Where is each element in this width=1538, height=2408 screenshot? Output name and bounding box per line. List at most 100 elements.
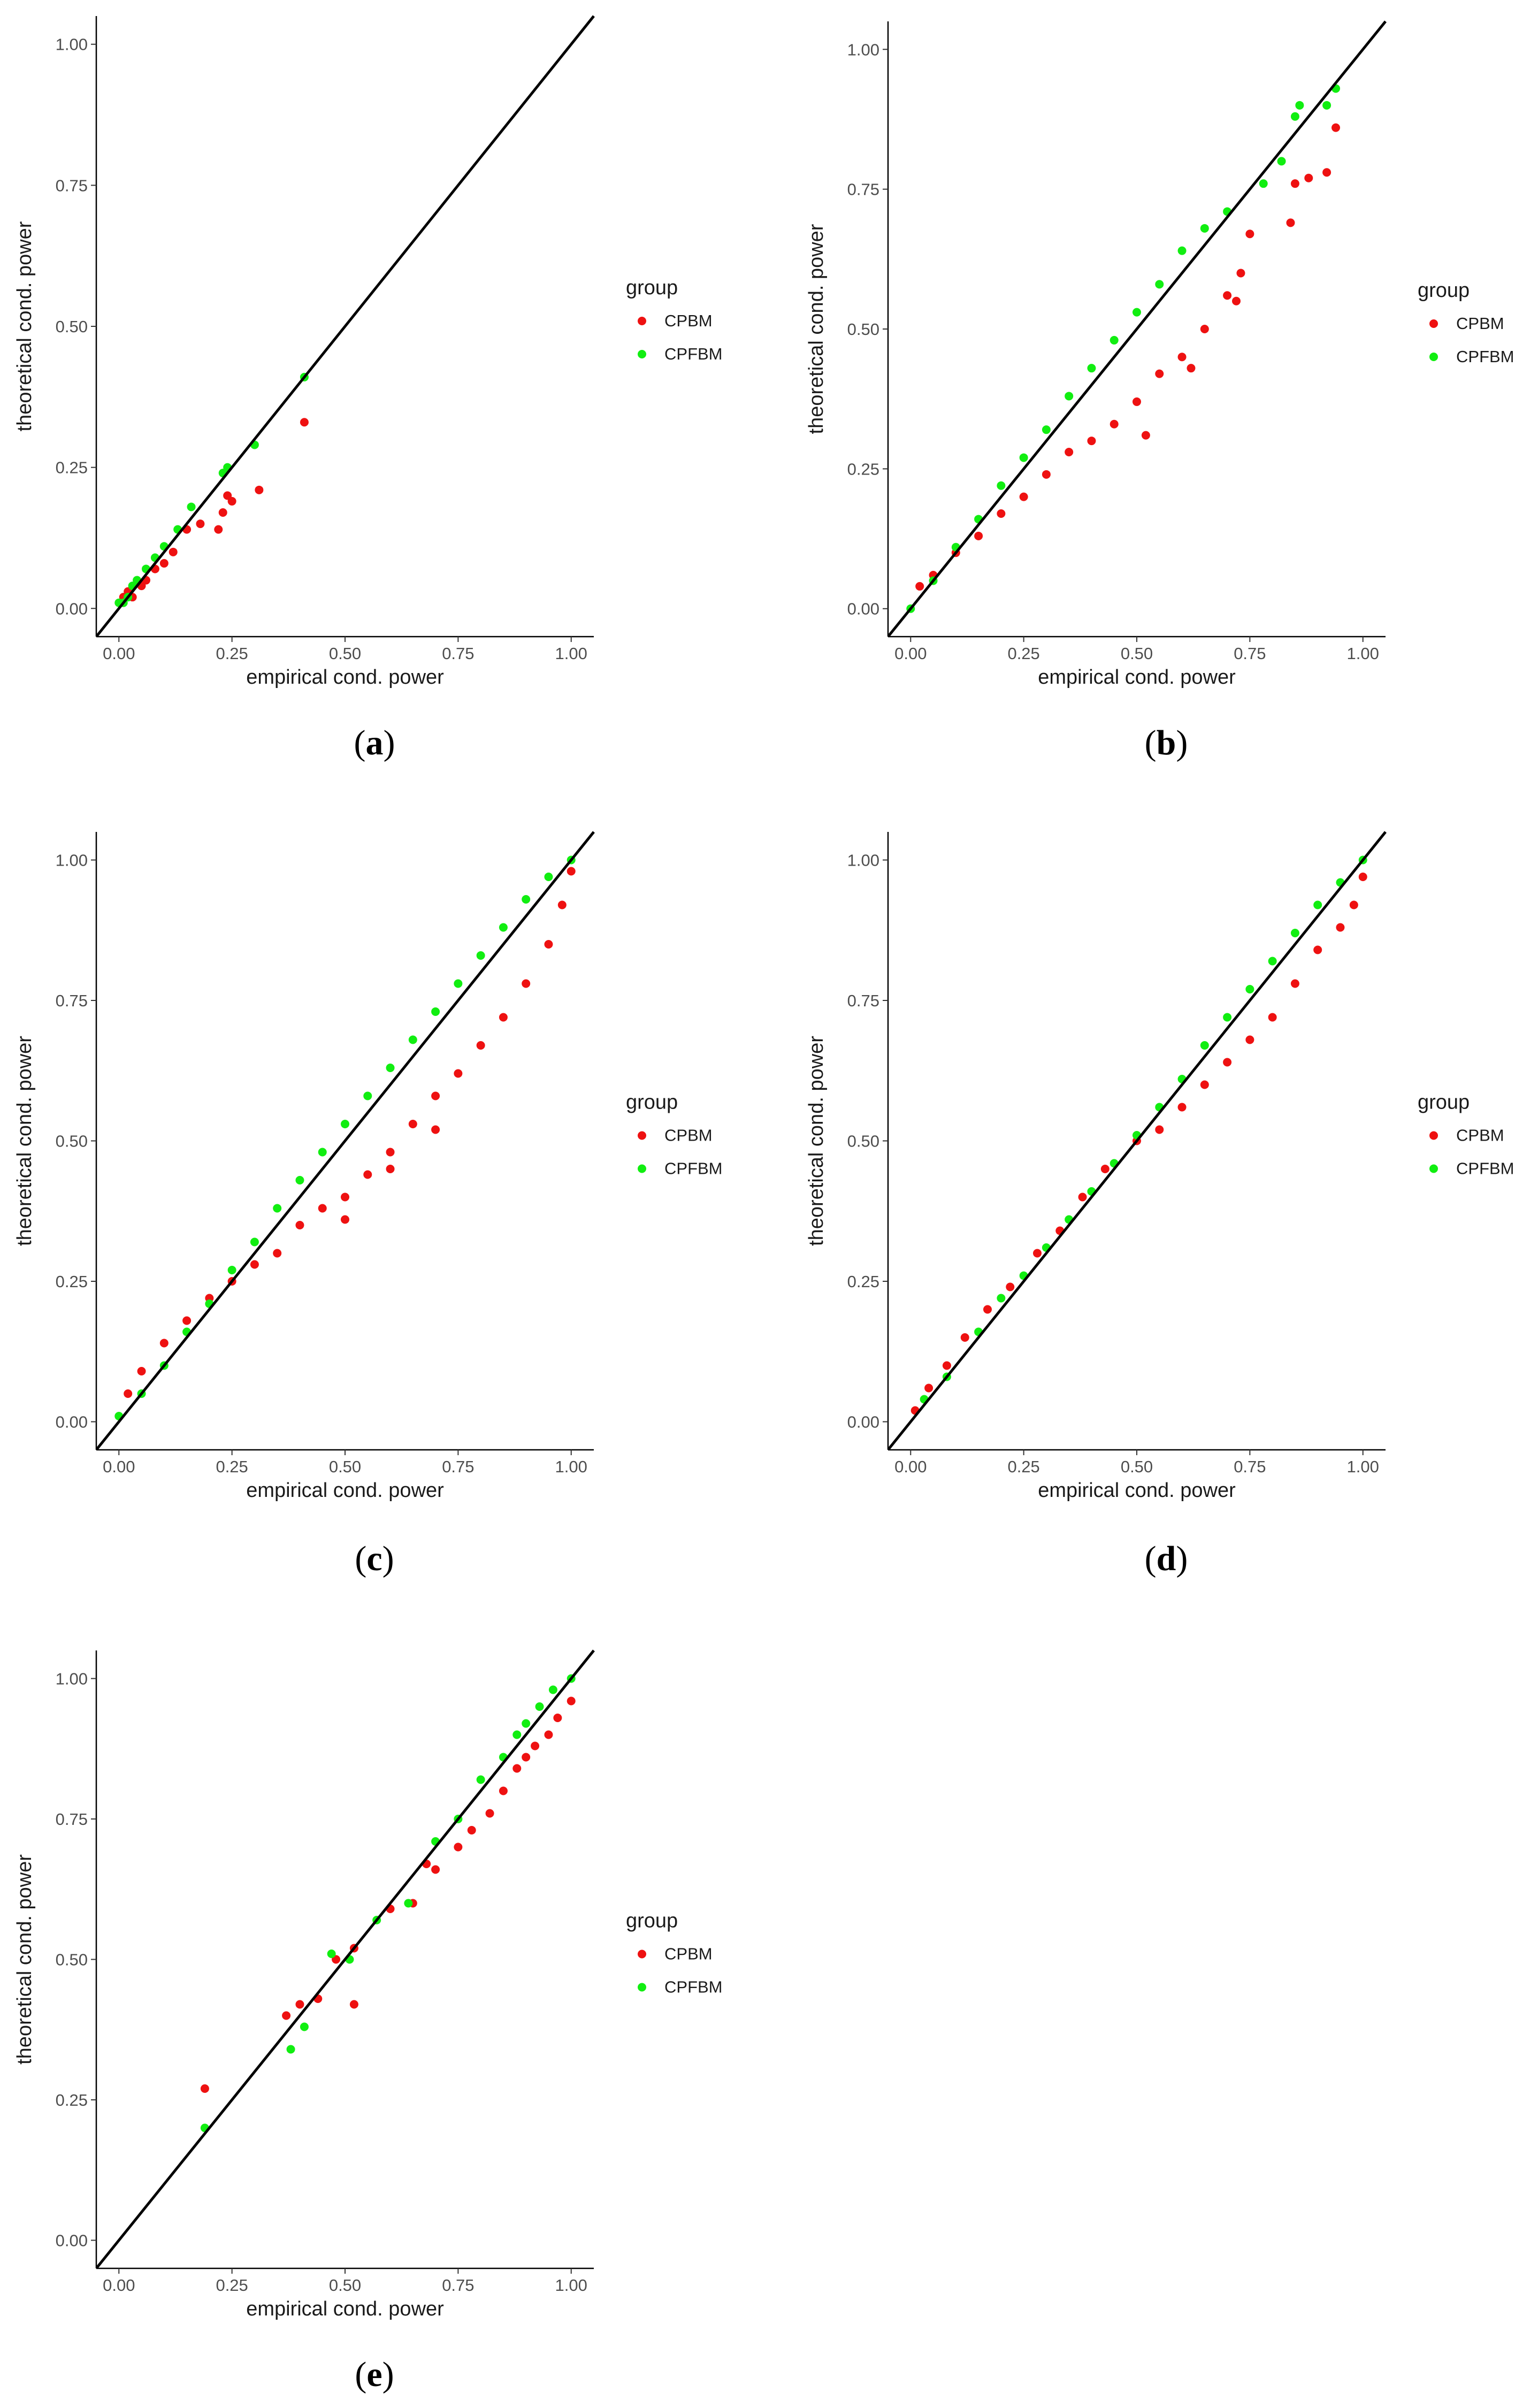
point-cpbm bbox=[942, 1361, 951, 1370]
legend-title: group bbox=[1418, 279, 1470, 302]
point-cpbm bbox=[363, 1170, 372, 1179]
point-cpbm bbox=[1349, 900, 1358, 909]
point-cpbm bbox=[454, 1843, 463, 1852]
point-cpfbm bbox=[522, 895, 531, 904]
y-tick-label: 1.00 bbox=[56, 1670, 88, 1688]
point-cpfbm bbox=[1133, 308, 1141, 317]
point-cpfbm bbox=[1245, 985, 1254, 993]
point-cpbm bbox=[522, 1753, 531, 1762]
point-cpbm bbox=[1109, 419, 1119, 429]
caption-open-paren: ( bbox=[355, 2355, 366, 2394]
point-cpbm bbox=[544, 1730, 553, 1739]
point-cpbm bbox=[1155, 369, 1164, 378]
point-cpbm bbox=[1290, 179, 1299, 188]
x-tick-label: 0.00 bbox=[894, 1457, 927, 1476]
legend-key-cpfbm bbox=[1429, 1164, 1438, 1173]
point-cpfbm bbox=[318, 1148, 327, 1157]
x-tick-label: 0.00 bbox=[894, 644, 927, 663]
legend-label-cpbm: CPBM bbox=[1456, 1126, 1504, 1145]
point-cpbm bbox=[1187, 364, 1196, 373]
point-cpbm bbox=[1236, 269, 1245, 278]
y-tick-label: 1.00 bbox=[847, 40, 879, 59]
point-cpbm bbox=[169, 547, 178, 556]
point-cpbm bbox=[408, 1120, 417, 1128]
series-cpfbm bbox=[906, 84, 1340, 613]
y-tick-label: 0.75 bbox=[56, 991, 88, 1010]
x-tick-label: 0.00 bbox=[103, 2276, 135, 2295]
point-cpfbm bbox=[1277, 157, 1286, 166]
reference-line bbox=[888, 20, 1387, 637]
y-tick-label: 0.50 bbox=[56, 1132, 88, 1151]
point-cpbm bbox=[1078, 1192, 1087, 1202]
point-cpbm bbox=[250, 1260, 259, 1269]
legend: group CPBM CPFBM bbox=[1418, 1091, 1514, 1178]
caption-close-paren: ) bbox=[1176, 1539, 1188, 1578]
y-axis-title: theoretical cond. power bbox=[13, 221, 36, 431]
point-cpbm bbox=[349, 2000, 358, 2009]
point-cpbm bbox=[1200, 1080, 1209, 1089]
caption-open-paren: ( bbox=[355, 1539, 366, 1578]
point-cpfbm bbox=[1259, 179, 1268, 188]
point-cpbm bbox=[512, 1764, 522, 1773]
series-cpbm bbox=[124, 867, 576, 1398]
reference-line bbox=[888, 831, 1387, 1450]
y-tick-label: 0.50 bbox=[56, 317, 88, 336]
point-cpfbm bbox=[1313, 900, 1322, 909]
point-cpfbm bbox=[1290, 112, 1299, 121]
legend-title: group bbox=[626, 277, 678, 299]
y-axis-title: theoretical cond. power bbox=[805, 1036, 828, 1246]
y-axis-title: theoretical cond. power bbox=[13, 1036, 36, 1246]
point-cpbm bbox=[544, 940, 553, 949]
point-cpbm bbox=[1100, 1165, 1109, 1173]
point-cpbm bbox=[476, 1041, 485, 1050]
x-tick-label: 0.25 bbox=[1007, 1457, 1039, 1476]
point-cpbm bbox=[522, 979, 531, 988]
x-axis-title: empirical cond. power bbox=[246, 1479, 444, 1502]
point-cpbm bbox=[1019, 492, 1028, 501]
caption-letter: d bbox=[1157, 1539, 1176, 1578]
caption-open-paren: ( bbox=[1145, 723, 1157, 762]
point-cpbm bbox=[124, 1389, 133, 1398]
x-tick-label: 0.75 bbox=[442, 1457, 474, 1476]
reference-line bbox=[96, 15, 595, 637]
point-cpfbm bbox=[1065, 392, 1074, 401]
y-tick-label: 0.00 bbox=[56, 2231, 88, 2250]
y-tick-label: 0.50 bbox=[847, 320, 879, 339]
point-cpbm bbox=[499, 1013, 508, 1022]
point-cpbm bbox=[1200, 325, 1209, 333]
point-cpfbm bbox=[476, 1775, 485, 1784]
legend-title: group bbox=[626, 1910, 678, 1932]
panel-caption: (b) bbox=[1145, 723, 1188, 762]
panel-d: 0.00 0.25 0.50 0.75 1.00 0.00 0.25 0.50 0.75 1.00… bbox=[805, 831, 1514, 1578]
caption-letter: b bbox=[1157, 723, 1176, 762]
legend-label-cpfbm: CPFBM bbox=[664, 1978, 723, 1997]
x-tick-label: 0.75 bbox=[1234, 644, 1266, 663]
legend-label-cpbm: CPBM bbox=[664, 311, 713, 330]
point-cpfbm bbox=[404, 1899, 413, 1908]
point-cpbm bbox=[915, 582, 924, 591]
y-tick-label: 0.75 bbox=[56, 1810, 88, 1829]
point-cpbm bbox=[200, 2084, 209, 2093]
point-cpfbm bbox=[1042, 425, 1051, 434]
x-tick-label: 1.00 bbox=[555, 1457, 587, 1476]
point-cpfbm bbox=[286, 2045, 295, 2054]
point-cpbm bbox=[214, 525, 223, 534]
x-axis-title: empirical cond. power bbox=[1038, 1479, 1236, 1502]
point-cpbm bbox=[567, 1696, 576, 1706]
point-cpbm bbox=[553, 1714, 562, 1722]
point-cpbm bbox=[531, 1741, 540, 1750]
legend-label-cpbm: CPBM bbox=[664, 1945, 713, 1963]
series-cpbm bbox=[910, 873, 1367, 1415]
y-tick-label: 0.25 bbox=[847, 460, 879, 478]
point-cpfbm bbox=[227, 1266, 236, 1274]
legend-title: group bbox=[1418, 1091, 1470, 1114]
x-tick-label: 0.50 bbox=[329, 1457, 361, 1476]
x-tick-label: 0.50 bbox=[1121, 644, 1153, 663]
point-cpbm bbox=[1065, 448, 1074, 456]
point-cpbm bbox=[159, 559, 169, 568]
caption-close-paren: ) bbox=[382, 1539, 394, 1578]
legend-label-cpfbm: CPFBM bbox=[1456, 1159, 1514, 1178]
x-tick-label: 1.00 bbox=[1347, 644, 1379, 663]
point-cpbm bbox=[1245, 230, 1254, 239]
point-cpbm bbox=[196, 519, 205, 529]
